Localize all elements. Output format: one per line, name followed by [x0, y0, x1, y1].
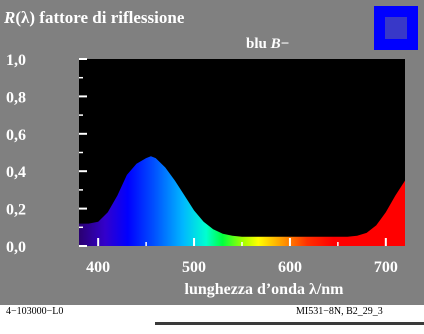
- x-tick-label: 500: [182, 259, 206, 276]
- footer-right-code: MI531−8N, B2_29_3: [296, 306, 383, 317]
- y-tick-label: 1,0: [6, 52, 26, 69]
- footer-left-code: 4−103000−L0: [6, 306, 64, 317]
- x-tick-label: 700: [374, 259, 398, 276]
- reflectance-curve-area: [79, 156, 405, 246]
- y-tick-label: 0,4: [6, 164, 26, 181]
- reflectance-chart: R(λ) fattore di riflessione blu B− 0,00,…: [3, 6, 418, 298]
- y-tick-label: 0,6: [6, 127, 26, 144]
- x-axis-label: lunghezza d’onda λ/nm: [185, 281, 345, 298]
- chart-subtitle: blu B−: [246, 36, 289, 52]
- y-tick-label: 0,8: [6, 89, 26, 106]
- y-axis: 0,0 0,2 0,4 0,6 0,8 1,0: [6, 52, 87, 256]
- x-axis: 400 500 600 700: [86, 238, 398, 276]
- chart-panel: R(λ) fattore di riflessione blu B− 0,0 0,…: [0, 0, 424, 305]
- chart-title: R(λ) fattore di riflessione: [3, 8, 185, 27]
- x-tick-label: 600: [278, 259, 302, 276]
- color-swatch: [385, 17, 407, 39]
- bottom-bar: [155, 322, 424, 334]
- y-tick-label: 0,0: [6, 239, 26, 256]
- y-tick-label: 0,2: [6, 202, 26, 219]
- x-tick-label: 400: [86, 259, 110, 276]
